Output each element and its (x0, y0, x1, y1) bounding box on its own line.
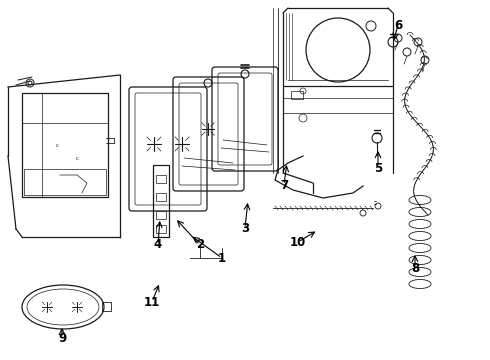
Text: 1: 1 (218, 252, 226, 265)
Bar (153, 165, 169, 237)
Bar (291, 91, 303, 99)
Text: 6: 6 (394, 18, 402, 32)
Text: c: c (75, 156, 78, 161)
Bar (156, 225, 166, 233)
Bar (156, 193, 166, 201)
Bar (102, 302, 111, 311)
Text: 3: 3 (241, 221, 249, 234)
Text: 8: 8 (411, 261, 419, 275)
Text: 2: 2 (196, 239, 204, 252)
Bar (156, 211, 166, 219)
Bar (22, 93, 108, 197)
Text: 7: 7 (280, 179, 288, 192)
Text: 5: 5 (374, 162, 382, 175)
Text: 10: 10 (290, 235, 306, 248)
Text: c: c (55, 143, 58, 148)
Bar (156, 175, 166, 183)
Text: 11: 11 (144, 296, 160, 309)
Text: 9: 9 (58, 332, 66, 345)
Bar (24, 169, 106, 195)
Text: 4: 4 (154, 239, 162, 252)
